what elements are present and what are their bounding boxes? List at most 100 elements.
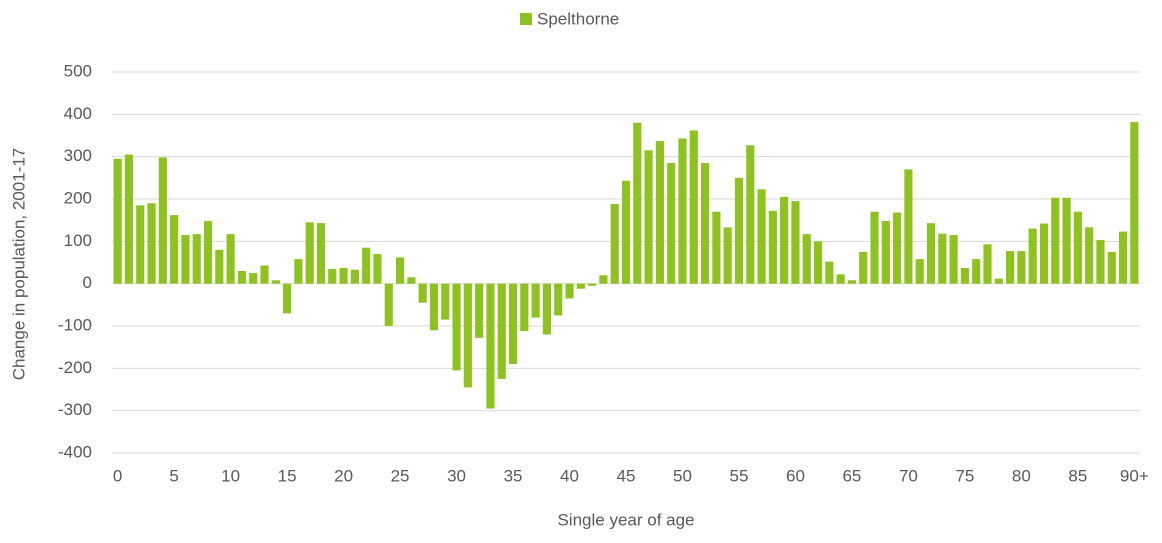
bar [542, 283, 551, 335]
bar [678, 138, 687, 284]
bar [972, 259, 981, 284]
bar [1062, 197, 1071, 284]
y-tick-label: 200 [64, 188, 92, 207]
bar [588, 283, 597, 286]
y-tick-label: -100 [58, 315, 92, 334]
bar [407, 277, 416, 284]
bar [825, 261, 834, 284]
x-tick-label: 30 [447, 466, 466, 485]
bar [870, 211, 879, 284]
bar [1096, 240, 1105, 284]
bar [350, 269, 359, 284]
bar [1039, 223, 1049, 284]
bar [181, 234, 190, 284]
bar [554, 283, 563, 316]
bar [994, 278, 1003, 284]
bar [136, 205, 145, 284]
x-tick-label: 20 [334, 466, 353, 485]
bar [881, 221, 890, 284]
bar [960, 268, 969, 284]
bar [802, 234, 811, 284]
bar [249, 273, 258, 284]
bar [441, 283, 450, 320]
y-tick-label: 0 [83, 273, 92, 292]
x-tick-label: 50 [673, 466, 692, 485]
bar [576, 283, 585, 289]
bar [384, 283, 393, 326]
y-tick-label: 300 [64, 146, 92, 165]
x-tick-label: 85 [1068, 466, 1087, 485]
bar [621, 180, 631, 284]
bar [791, 201, 800, 284]
bar [1130, 121, 1139, 284]
bar [565, 283, 574, 299]
bar [520, 283, 529, 332]
bar [508, 283, 518, 365]
bar [486, 283, 495, 409]
bar [1051, 197, 1060, 284]
x-tick-label: 75 [955, 466, 974, 485]
bar [373, 254, 382, 284]
bar [316, 223, 326, 284]
bar [328, 268, 337, 284]
bar [655, 141, 664, 284]
bar [949, 234, 958, 284]
bar [610, 204, 619, 284]
bar [283, 283, 292, 314]
bar [124, 154, 134, 284]
y-tick-label: 400 [64, 104, 92, 123]
legend-label: Spelthorne [537, 9, 619, 28]
bar [271, 280, 280, 284]
y-tick-label: 500 [64, 61, 92, 80]
bar [1028, 228, 1037, 284]
bar [531, 283, 540, 318]
bar [158, 157, 167, 284]
bar [113, 158, 122, 284]
bar [215, 249, 224, 284]
bar [599, 275, 608, 284]
bar [1107, 251, 1116, 284]
y-axis-label: Change in population, 2001-17 [9, 148, 28, 381]
x-tick-label: 60 [786, 466, 805, 485]
y-tick-label: 100 [64, 231, 92, 250]
bar [757, 189, 766, 284]
bar [429, 283, 439, 331]
bar [170, 215, 179, 284]
bar [904, 169, 913, 284]
bar [237, 270, 246, 284]
bar [203, 221, 213, 284]
bar [463, 283, 472, 388]
bar [633, 122, 642, 284]
bar [746, 145, 755, 284]
x-tick-label: 10 [221, 466, 240, 485]
bar [780, 196, 789, 284]
x-tick-label: 40 [560, 466, 579, 485]
x-tick-label: 0 [113, 466, 122, 485]
bar [734, 177, 744, 284]
bar [813, 241, 823, 284]
x-tick-label: 65 [842, 466, 861, 485]
bar [362, 247, 371, 284]
bar [1118, 231, 1128, 284]
bar [712, 211, 721, 284]
bar [689, 130, 698, 284]
x-tick-label: 80 [1012, 466, 1031, 485]
bar [1017, 251, 1026, 284]
x-tick-label: 45 [617, 466, 636, 485]
bar [847, 280, 857, 284]
x-tick-label: 55 [730, 466, 749, 485]
bar [147, 203, 156, 284]
bar [983, 244, 992, 284]
bar [938, 233, 947, 284]
bar [859, 251, 868, 284]
bar [294, 259, 303, 284]
bar [260, 265, 269, 284]
x-tick-label: 15 [278, 466, 297, 485]
bar [497, 283, 506, 379]
x-axis-label: Single year of age [557, 510, 694, 529]
bar [339, 268, 348, 284]
y-tick-label: -200 [58, 358, 92, 377]
bar [893, 212, 902, 284]
bar [1073, 211, 1082, 284]
